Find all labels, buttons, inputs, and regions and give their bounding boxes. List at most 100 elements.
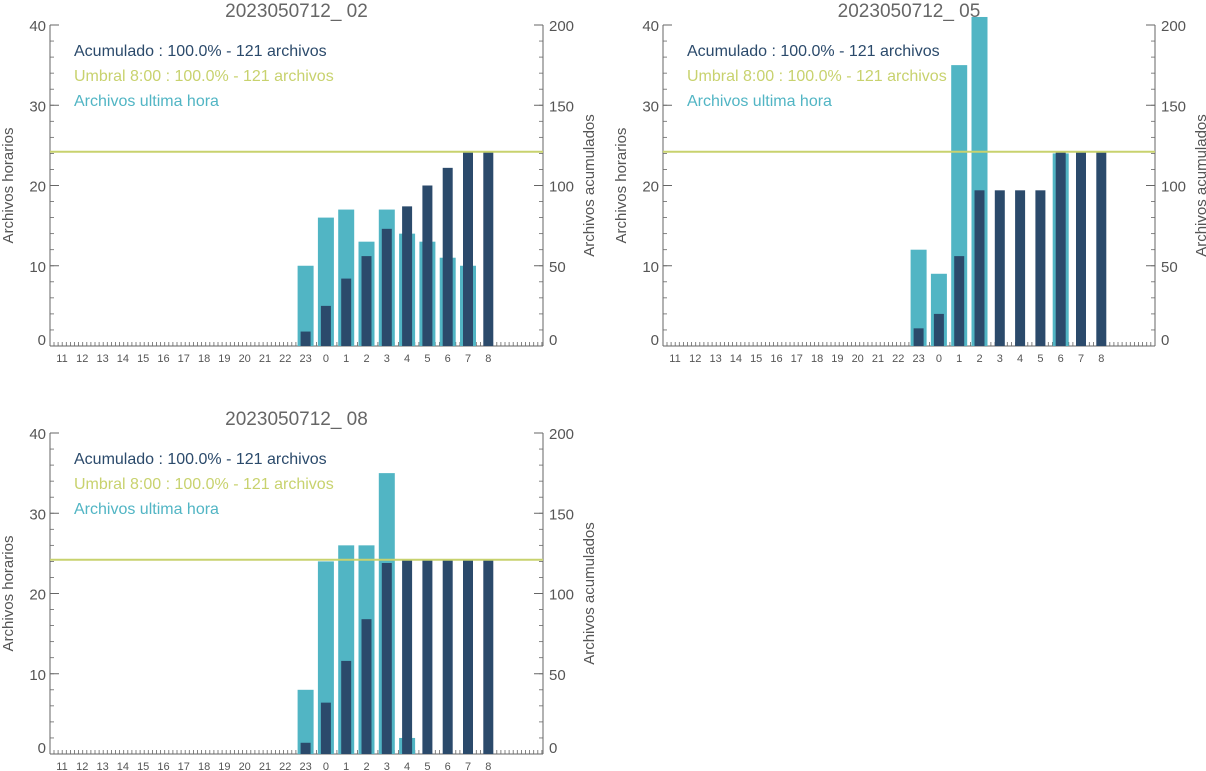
bar-cumulative bbox=[341, 660, 352, 754]
x-tick-label: 7 bbox=[465, 353, 471, 365]
y-tick-label-right: 0 bbox=[1161, 332, 1169, 349]
x-tick-label: 19 bbox=[831, 353, 843, 365]
y-tick-label-left: 0 bbox=[38, 332, 46, 349]
x-tick-label: 4 bbox=[404, 761, 410, 771]
y-tick-label-right: 200 bbox=[1161, 18, 1186, 35]
x-tick-label: 1 bbox=[956, 353, 962, 365]
legend-entry: Umbral 8:00 : 100.0% - 121 archivos bbox=[74, 68, 334, 85]
chart-panel-2: 2023050712_ 05010203040050100150200Archi… bbox=[613, 1, 1206, 365]
x-tick-label: 21 bbox=[872, 353, 884, 365]
bar-cumulative bbox=[1076, 151, 1086, 346]
x-tick-label: 17 bbox=[791, 353, 803, 365]
bar-cumulative bbox=[483, 151, 494, 346]
x-tick-label: 17 bbox=[178, 761, 190, 771]
y-tick-label-left: 40 bbox=[29, 426, 46, 443]
bar-cumulative bbox=[1035, 190, 1046, 346]
y-axis-label-right: Archivos acumulados bbox=[581, 522, 598, 665]
x-tick-label: 5 bbox=[424, 761, 430, 771]
y-tick-label-right: 100 bbox=[549, 587, 574, 604]
y-tick-label-left: 20 bbox=[642, 179, 659, 196]
bar-cumulative bbox=[994, 190, 1005, 346]
x-tick-label: 6 bbox=[445, 761, 451, 771]
bar-cumulative bbox=[422, 559, 433, 754]
x-tick-label: 4 bbox=[1017, 353, 1023, 365]
x-tick-label: 20 bbox=[852, 353, 864, 365]
legend-entry: Archivos ultima hora bbox=[74, 93, 219, 110]
legend-entry: Umbral 8:00 : 100.0% - 121 archivos bbox=[687, 68, 947, 85]
y-tick-label-right: 50 bbox=[1161, 259, 1178, 276]
y-axis-label-left: Archivos horarios bbox=[613, 128, 630, 244]
legend-entry: Archivos ultima hora bbox=[687, 93, 832, 110]
x-tick-label: 7 bbox=[1078, 353, 1084, 365]
y-tick-label-left: 30 bbox=[642, 98, 659, 115]
x-tick-label: 2 bbox=[976, 353, 982, 365]
y-axis-label-right: Archivos acumulados bbox=[1193, 114, 1206, 257]
x-tick-label: 7 bbox=[465, 761, 471, 771]
x-tick-label: 6 bbox=[1058, 353, 1064, 365]
x-tick-label: 8 bbox=[485, 761, 491, 771]
chart-title: 2023050712_ 08 bbox=[225, 409, 368, 430]
x-tick-label: 23 bbox=[299, 761, 311, 771]
x-tick-label: 3 bbox=[997, 353, 1003, 365]
x-tick-label: 16 bbox=[157, 353, 169, 365]
y-tick-label-right: 200 bbox=[549, 18, 574, 35]
x-tick-label: 19 bbox=[218, 353, 230, 365]
y-tick-label-left: 10 bbox=[29, 667, 46, 684]
x-tick-label: 1 bbox=[343, 761, 349, 771]
x-tick-label: 17 bbox=[178, 353, 190, 365]
y-tick-label-left: 40 bbox=[642, 18, 659, 35]
y-axis-label-right: Archivos acumulados bbox=[581, 114, 598, 257]
bar-cumulative bbox=[341, 278, 352, 346]
y-tick-label-left: 30 bbox=[29, 98, 46, 115]
y-tick-label-right: 200 bbox=[549, 426, 574, 443]
x-tick-label: 0 bbox=[323, 761, 329, 771]
bar-cumulative bbox=[402, 206, 413, 346]
x-tick-label: 1 bbox=[343, 353, 349, 365]
x-tick-label: 13 bbox=[709, 353, 721, 365]
y-tick-label-right: 0 bbox=[549, 332, 557, 349]
y-tick-label-left: 20 bbox=[29, 587, 46, 604]
x-tick-label: 14 bbox=[117, 761, 129, 771]
y-tick-label-right: 50 bbox=[549, 259, 566, 276]
x-tick-label: 11 bbox=[669, 353, 680, 365]
bar-cumulative bbox=[933, 313, 944, 346]
bar-cumulative bbox=[422, 185, 433, 346]
bar-cumulative bbox=[361, 256, 372, 346]
y-tick-label-right: 150 bbox=[549, 98, 574, 115]
bar-cumulative bbox=[1096, 151, 1107, 346]
x-tick-label: 13 bbox=[96, 761, 108, 771]
bar-cumulative bbox=[463, 151, 473, 346]
x-tick-label: 8 bbox=[485, 353, 491, 365]
bar-cumulative bbox=[974, 190, 985, 346]
bar-cumulative bbox=[300, 742, 311, 754]
legend-entry: Acumulado : 100.0% - 121 archivos bbox=[74, 451, 327, 468]
x-tick-label: 20 bbox=[239, 761, 251, 771]
y-axis-label-left: Archivos horarios bbox=[0, 128, 17, 244]
chart-title: 2023050712_ 02 bbox=[225, 1, 368, 22]
x-tick-label: 15 bbox=[137, 761, 149, 771]
x-tick-label: 12 bbox=[76, 353, 88, 365]
x-tick-label: 3 bbox=[384, 353, 390, 365]
x-tick-label: 15 bbox=[137, 353, 149, 365]
x-tick-label: 18 bbox=[198, 353, 210, 365]
y-tick-label-left: 10 bbox=[642, 259, 659, 276]
bar-cumulative bbox=[402, 559, 413, 754]
y-tick-label-right: 100 bbox=[1161, 179, 1186, 196]
x-tick-label: 14 bbox=[730, 353, 742, 365]
bar-cumulative bbox=[463, 559, 473, 754]
x-tick-label: 2 bbox=[363, 761, 369, 771]
bar-hourly bbox=[910, 249, 927, 346]
x-tick-label: 23 bbox=[299, 353, 311, 365]
bar-cumulative bbox=[320, 702, 331, 754]
x-tick-label: 2 bbox=[363, 353, 369, 365]
y-tick-label-left: 0 bbox=[38, 740, 46, 757]
bar-cumulative bbox=[300, 331, 311, 346]
chart-panel-1: 2023050712_ 02010203040050100150200Archi… bbox=[0, 1, 598, 365]
x-tick-label: 21 bbox=[259, 353, 271, 365]
x-tick-label: 22 bbox=[279, 353, 291, 365]
y-tick-label-left: 20 bbox=[29, 179, 46, 196]
bar-cumulative bbox=[913, 328, 924, 346]
x-tick-label: 18 bbox=[198, 761, 210, 771]
